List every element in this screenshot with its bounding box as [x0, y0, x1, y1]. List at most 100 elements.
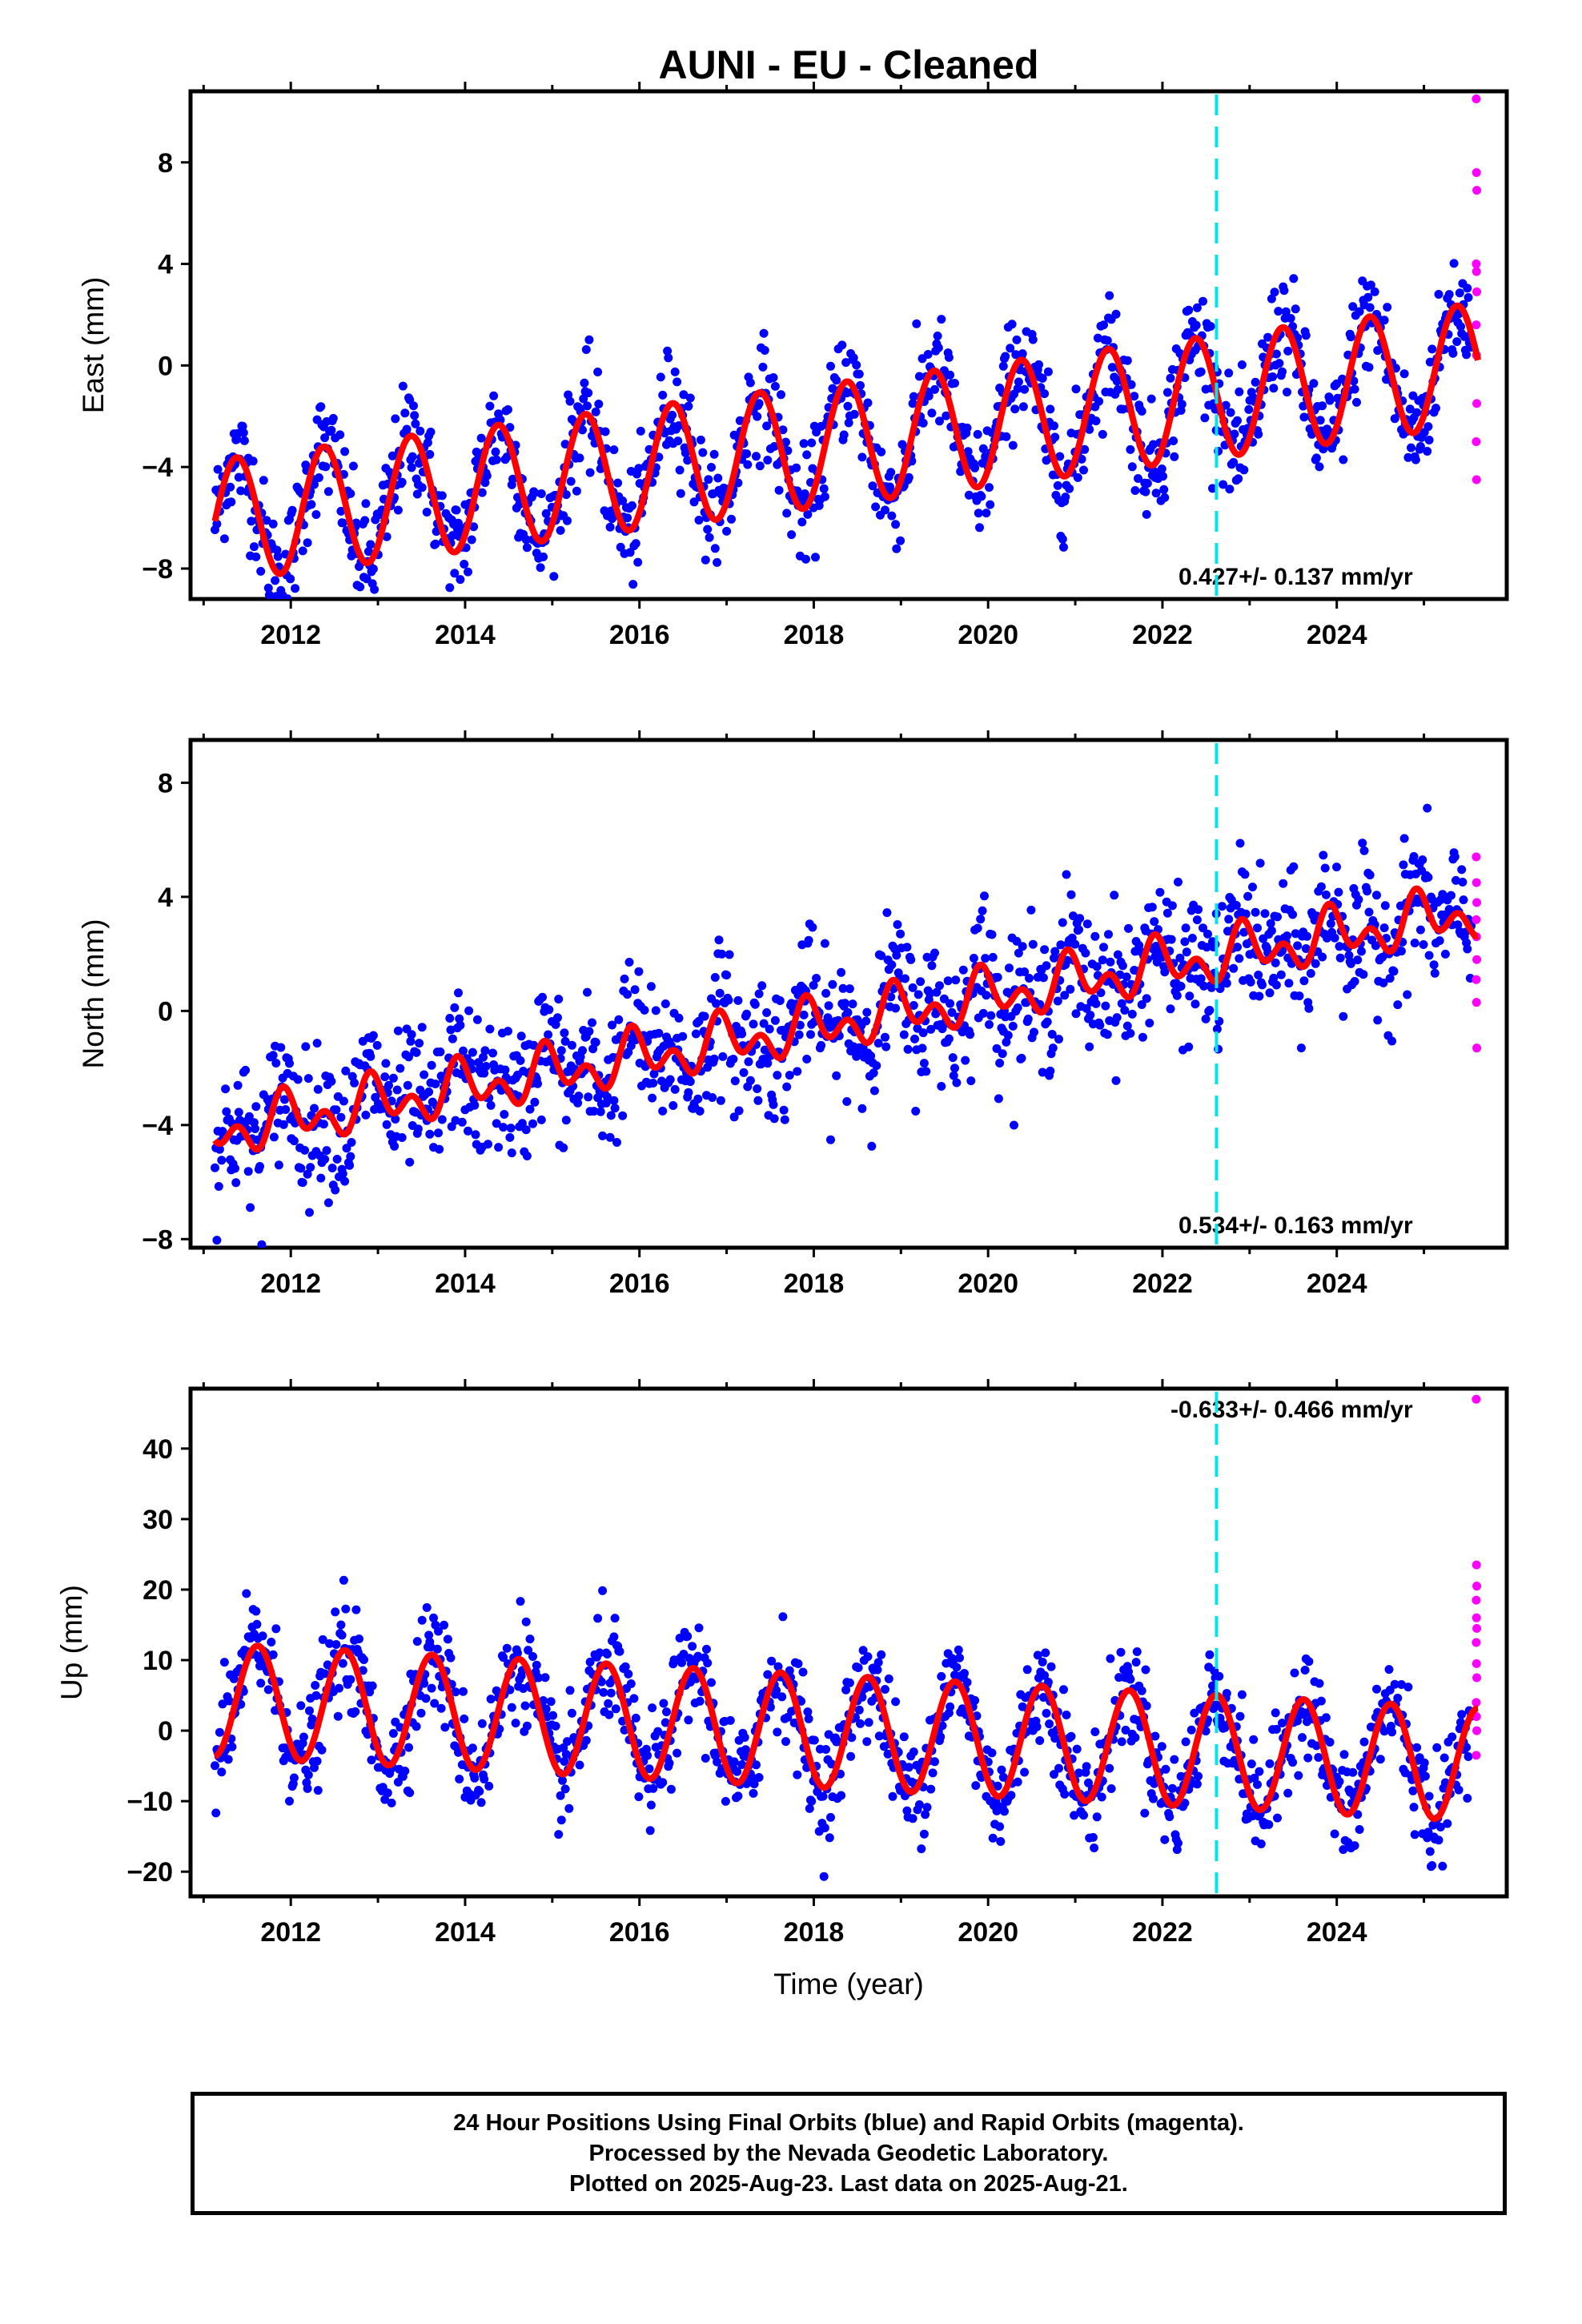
rapid-orbit-point-up	[1472, 1659, 1481, 1668]
y-ticks-north: 8 4 0 −4 −8	[142, 768, 191, 1255]
rapid-orbit-point-north	[1472, 955, 1482, 964]
rapid-orbit-points-east	[1472, 94, 1482, 485]
x-tick-label-up-2016: 2016	[609, 1917, 670, 1948]
x-tick-label-north-2024: 2024	[1307, 1269, 1367, 1299]
chart-title: AUNI - EU - Cleaned	[658, 42, 1038, 87]
rapid-orbit-point-up	[1472, 1582, 1482, 1591]
rapid-orbit-point-north	[1472, 1043, 1482, 1053]
rapid-orbit-point-east	[1472, 320, 1481, 330]
x-tick-label-north-2012: 2012	[260, 1269, 321, 1299]
rapid-orbit-point-north	[1472, 915, 1481, 924]
x-tick-label-up-2018: 2018	[784, 1917, 845, 1948]
rapid-orbit-point-up	[1472, 1726, 1482, 1735]
x-tick-label-east-2018: 2018	[784, 620, 845, 650]
y-tick-label-east-4: 4	[158, 250, 173, 280]
y-ticks-east: 8 4 0 −4 −8	[142, 148, 191, 585]
x-tick-label-east-2012: 2012	[260, 620, 321, 650]
y-tick-label-east-8: 8	[158, 148, 173, 179]
rapid-orbit-point-north	[1472, 852, 1481, 862]
y-tick-label-east-minus-4: −4	[142, 452, 173, 483]
y-tick-label-north-minus-8: −8	[142, 1224, 173, 1255]
panel-north: North (mm) 0.534+/- 0.163 mm/yr 840−4−8 …	[77, 730, 1509, 1299]
rapid-orbit-point-up	[1472, 1673, 1482, 1683]
rapid-orbit-points-north	[1472, 852, 1482, 1053]
x-tick-label-up-2012: 2012	[260, 1917, 321, 1948]
plot-frame-north	[188, 738, 1509, 1250]
x-tick-label-east-2020: 2020	[958, 620, 1018, 650]
x-tick-label-east-2014: 2014	[435, 620, 496, 650]
rate-label-up: -0.633+/- 0.466 mm/yr	[1170, 1397, 1413, 1423]
y-tick-label-up-minus-20: −20	[126, 1857, 173, 1888]
x-tick-label-up-2014: 2014	[435, 1917, 496, 1948]
footer-line-3: Plotted on 2025-Aug-23. Last data on 202…	[569, 2171, 1128, 2197]
rapid-orbit-point-east	[1472, 186, 1482, 195]
y-tick-label-up-40: 40	[143, 1434, 173, 1465]
model-fit-east	[211, 302, 1481, 577]
model-fit-north	[212, 885, 1480, 1153]
y-tick-label-east-0: 0	[158, 351, 173, 381]
final-orbit-points-path-up	[211, 1575, 1476, 1881]
rapid-orbit-point-east	[1472, 94, 1481, 104]
x-tick-label-north-2020: 2020	[958, 1269, 1018, 1299]
y-axis-label-north: North (mm)	[77, 919, 110, 1068]
rapid-orbit-point-up	[1472, 1613, 1481, 1622]
rapid-orbit-point-up	[1472, 1595, 1481, 1605]
gps-time-series-figure: AUNI - EU - Cleaned East (mm) 0.427+/- 0…	[55, 42, 1509, 2000]
x-tick-label-up-2020: 2020	[958, 1917, 1018, 1948]
x-tick-label-north-2014: 2014	[435, 1269, 496, 1299]
y-ticks-up: 40 30 20 10 0 −10 −20	[126, 1434, 191, 1888]
x-tick-label-east-2016: 2016	[609, 620, 670, 650]
x-tick-label-north-2018: 2018	[784, 1269, 845, 1299]
y-tick-label-up-20: 20	[143, 1575, 173, 1606]
rapid-orbit-point-up	[1472, 1394, 1481, 1404]
panel-east: East (mm) 0.427+/- 0.137 mm/yr 8 4 0 −4 −8 2…	[77, 82, 1509, 650]
x-ticks-north: 2012 2014 2016 2018 2020 2022 2024	[202, 730, 1426, 1299]
y-tick-label-up-0: 0	[158, 1716, 173, 1747]
y-tick-label-north-minus-4: −4	[142, 1111, 173, 1141]
x-ticks-up: 2012 2014 2016 2018 2020 2022 2024	[202, 1379, 1426, 1948]
rate-label-east: 0.427+/- 0.137 mm/yr	[1178, 564, 1413, 590]
x-axis-label: Time (year)	[773, 1968, 924, 2000]
rapid-orbit-point-up	[1472, 1623, 1482, 1633]
final-orbit-points-path-north	[211, 803, 1476, 1248]
y-axis-label-east: East (mm)	[77, 277, 110, 414]
y-tick-label-north-4: 4	[158, 883, 173, 913]
model-fit-up	[212, 1642, 1480, 1823]
rapid-orbit-points-up	[1472, 1394, 1482, 1760]
rapid-orbit-point-up	[1472, 1560, 1481, 1570]
rapid-orbit-point-up	[1472, 1751, 1481, 1760]
rapid-orbit-point-east	[1472, 399, 1482, 408]
footer-line-2: Processed by the Nevada Geodetic Laborat…	[588, 2141, 1109, 2166]
rapid-orbit-point-east	[1472, 436, 1481, 446]
plot-frame-east	[188, 89, 1509, 601]
x-tick-label-north-2016: 2016	[609, 1269, 670, 1299]
rapid-orbit-point-east	[1472, 475, 1481, 485]
x-tick-label-east-2024: 2024	[1307, 620, 1367, 650]
rapid-orbit-point-east	[1472, 259, 1481, 269]
rapid-orbit-point-up	[1472, 1638, 1481, 1647]
y-axis-label-up: Up (mm)	[55, 1585, 88, 1700]
rapid-orbit-point-up	[1472, 1698, 1481, 1707]
footer-info-box: 24 Hour Positions Using Final Orbits (bl…	[191, 2092, 1507, 2215]
x-tick-label-north-2022: 2022	[1132, 1269, 1193, 1299]
rapid-orbit-point-east	[1472, 267, 1481, 276]
rapid-orbit-point-north	[1472, 998, 1481, 1007]
plot-frame-up	[188, 1386, 1509, 1899]
rate-label-north: 0.534+/- 0.163 mm/yr	[1178, 1212, 1413, 1239]
rapid-orbit-point-east	[1472, 287, 1482, 296]
x-tick-label-up-2022: 2022	[1132, 1917, 1193, 1948]
panel-up: Up (mm) -0.633+/- 0.466 mm/yr 40 30 20 10 0 −…	[55, 1379, 1509, 1948]
y-tick-label-up-30: 30	[143, 1505, 173, 1535]
x-tick-label-east-2022: 2022	[1132, 620, 1193, 650]
x-tick-label-up-2024: 2024	[1307, 1917, 1367, 1948]
final-orbit-points-up	[211, 1575, 1476, 1881]
final-orbit-points-north	[211, 803, 1476, 1248]
rapid-orbit-point-east	[1472, 167, 1481, 177]
rapid-orbit-point-north	[1472, 878, 1481, 887]
y-tick-label-north-0: 0	[158, 996, 173, 1027]
y-tick-label-east-minus-8: −8	[142, 554, 173, 585]
rapid-orbit-point-north	[1472, 975, 1481, 984]
y-tick-label-north-8: 8	[158, 768, 173, 798]
rapid-orbit-point-north	[1472, 898, 1482, 907]
footer-line-1: 24 Hour Positions Using Final Orbits (bl…	[453, 2110, 1244, 2136]
